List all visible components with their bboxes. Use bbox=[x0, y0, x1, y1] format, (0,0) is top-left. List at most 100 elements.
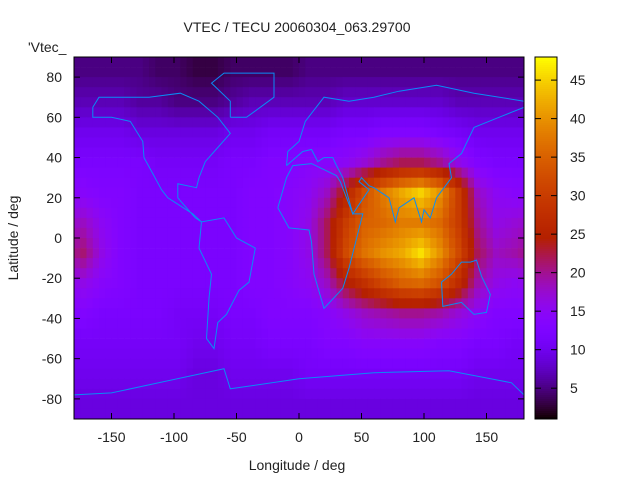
heatmap-cell bbox=[105, 197, 113, 209]
heatmap-cell bbox=[180, 157, 188, 168]
heatmap-cell bbox=[467, 388, 475, 400]
heatmap-cell bbox=[230, 388, 238, 400]
heatmap-cell bbox=[167, 288, 175, 299]
heatmap-cell bbox=[374, 127, 381, 138]
heatmap-cell bbox=[499, 278, 506, 289]
heatmap-cell bbox=[399, 358, 406, 370]
heatmap-cell bbox=[386, 67, 394, 78]
heatmap-cell bbox=[286, 288, 294, 299]
heatmap-cell bbox=[486, 97, 494, 108]
heatmap-cell bbox=[199, 167, 206, 178]
heatmap-cell bbox=[367, 137, 375, 148]
heatmap-cell bbox=[367, 217, 375, 229]
colorbar-segment bbox=[535, 267, 557, 270]
heatmap-cell bbox=[311, 308, 319, 319]
heatmap-cell bbox=[236, 298, 244, 309]
heatmap-cell bbox=[336, 258, 344, 269]
heatmap-cell bbox=[305, 207, 313, 219]
heatmap-cell bbox=[317, 167, 325, 178]
heatmap-cell bbox=[242, 398, 250, 410]
y-tick-label: -80 bbox=[42, 391, 62, 407]
heatmap-cell bbox=[399, 127, 406, 138]
heatmap-cell bbox=[399, 268, 406, 279]
heatmap-cell bbox=[330, 107, 338, 118]
heatmap-cell bbox=[99, 318, 106, 329]
heatmap-cell bbox=[255, 328, 263, 339]
heatmap-cell bbox=[86, 57, 94, 68]
heatmap-cell bbox=[217, 177, 225, 189]
heatmap-cell bbox=[361, 238, 369, 249]
heatmap-cell bbox=[336, 127, 344, 138]
colorbar-segment bbox=[535, 111, 557, 114]
heatmap-cell bbox=[142, 338, 150, 349]
heatmap-cell bbox=[330, 147, 338, 158]
heatmap-cell bbox=[167, 368, 175, 380]
heatmap-cell bbox=[267, 227, 275, 239]
heatmap-cell bbox=[174, 268, 181, 279]
heatmap-cell bbox=[261, 77, 269, 88]
heatmap-cell bbox=[249, 57, 256, 68]
heatmap-cell bbox=[361, 217, 369, 229]
heatmap-cell bbox=[105, 147, 113, 158]
heatmap-cell bbox=[130, 238, 138, 249]
heatmap-cell bbox=[267, 57, 275, 68]
heatmap-cell bbox=[180, 288, 188, 299]
heatmap-cell bbox=[161, 57, 169, 68]
heatmap-cell bbox=[155, 117, 163, 128]
heatmap-cell bbox=[286, 268, 294, 279]
heatmap-cell bbox=[299, 97, 306, 108]
heatmap-cell bbox=[392, 348, 400, 359]
heatmap-cell bbox=[255, 288, 263, 299]
colorbar-segment bbox=[535, 93, 557, 96]
heatmap-cell bbox=[505, 97, 513, 108]
heatmap-cell bbox=[117, 358, 125, 370]
heatmap-cell bbox=[224, 408, 231, 419]
heatmap-cell bbox=[230, 358, 238, 370]
heatmap-cell bbox=[292, 187, 300, 199]
heatmap-cell bbox=[305, 57, 313, 68]
heatmap-cell bbox=[392, 238, 400, 249]
heatmap-cell bbox=[317, 87, 325, 98]
heatmap-cell bbox=[380, 308, 388, 319]
heatmap-cell bbox=[142, 157, 150, 168]
heatmap-cell bbox=[205, 127, 213, 138]
heatmap-cell bbox=[236, 358, 244, 370]
heatmap-cell bbox=[80, 87, 88, 98]
heatmap-cell bbox=[467, 268, 475, 279]
heatmap-cell bbox=[474, 137, 481, 148]
heatmap-cell bbox=[124, 238, 131, 249]
heatmap-cell bbox=[274, 348, 281, 359]
heatmap-cell bbox=[111, 167, 119, 178]
heatmap-cell bbox=[311, 398, 319, 410]
heatmap-cell bbox=[505, 358, 513, 370]
heatmap-cell bbox=[224, 268, 231, 279]
heatmap-cell bbox=[211, 248, 219, 259]
heatmap-cell bbox=[205, 358, 213, 370]
heatmap-cell bbox=[242, 268, 250, 279]
heatmap-cell bbox=[336, 217, 344, 229]
heatmap-cell bbox=[130, 187, 138, 199]
heatmap-cell bbox=[417, 137, 425, 148]
heatmap-cell bbox=[249, 398, 256, 410]
heatmap-cell bbox=[280, 278, 288, 289]
heatmap-cell bbox=[205, 117, 213, 128]
heatmap-cell bbox=[142, 258, 150, 269]
colorbar-tick-label: 5 bbox=[570, 380, 578, 396]
heatmap-cell bbox=[417, 67, 425, 78]
heatmap-cell bbox=[324, 87, 331, 98]
heatmap-cell bbox=[249, 338, 256, 349]
heatmap-cell bbox=[405, 408, 413, 419]
colorbar-segment bbox=[535, 135, 557, 138]
heatmap-cell bbox=[261, 338, 269, 349]
heatmap-cell bbox=[311, 268, 319, 279]
heatmap-cell bbox=[267, 258, 275, 269]
colorbar-segment bbox=[535, 377, 557, 380]
heatmap-cell bbox=[361, 308, 369, 319]
heatmap-cell bbox=[130, 318, 138, 329]
heatmap-cell bbox=[149, 268, 156, 279]
heatmap-cell bbox=[467, 117, 475, 128]
heatmap-cell bbox=[186, 217, 194, 229]
heatmap-cell bbox=[174, 117, 181, 128]
heatmap-cell bbox=[286, 217, 294, 229]
colorbar-segment bbox=[535, 395, 557, 398]
